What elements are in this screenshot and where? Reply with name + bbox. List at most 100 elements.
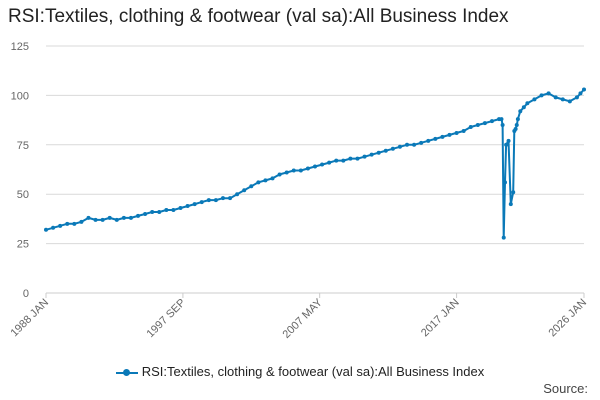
- data-point: [320, 162, 325, 167]
- data-point: [419, 140, 424, 145]
- data-point: [546, 91, 551, 96]
- x-tick-label: 2026 JAN: [546, 297, 589, 340]
- legend-swatch-icon: [115, 368, 138, 378]
- data-point: [383, 148, 388, 153]
- data-point: [93, 217, 98, 222]
- data-point: [305, 166, 310, 171]
- y-tick-label: 0: [23, 288, 29, 300]
- data-point: [341, 158, 346, 163]
- data-point: [433, 136, 438, 141]
- data-point: [65, 221, 70, 226]
- data-point: [256, 180, 261, 185]
- data-point: [277, 172, 282, 177]
- data-point: [136, 213, 141, 218]
- data-point: [228, 196, 233, 201]
- data-point: [525, 101, 530, 106]
- data-point: [468, 125, 473, 130]
- data-point: [426, 138, 431, 143]
- data-point: [447, 132, 452, 137]
- data-point: [482, 121, 487, 126]
- series-line: [45, 88, 585, 239]
- data-point: [100, 217, 105, 222]
- data-point: [121, 215, 126, 220]
- data-point: [157, 209, 162, 214]
- data-point: [440, 134, 445, 139]
- y-tick-label: 100: [11, 90, 29, 102]
- legend[interactable]: RSI:Textiles, clothing & footwear (val s…: [0, 364, 600, 379]
- data-point: [518, 109, 523, 114]
- data-point: [164, 208, 169, 213]
- y-tick-label: 50: [17, 189, 29, 201]
- data-point: [489, 119, 494, 124]
- data-point: [249, 184, 254, 189]
- data-point: [397, 144, 402, 149]
- data-point: [79, 219, 84, 224]
- data-point: [291, 168, 296, 173]
- data-point: [499, 117, 504, 122]
- data-point: [502, 180, 507, 185]
- data-point: [327, 160, 332, 165]
- chart-title: RSI:Textiles, clothing & footwear (val s…: [8, 6, 509, 27]
- data-point: [58, 223, 63, 228]
- y-tick-label: 125: [11, 41, 29, 53]
- data-point: [220, 196, 225, 201]
- data-point: [560, 97, 565, 102]
- data-point: [150, 209, 155, 214]
- data-point: [128, 215, 133, 220]
- data-point: [508, 202, 513, 207]
- data-point: [334, 158, 339, 163]
- legend-label: RSI:Textiles, clothing & footwear (val s…: [141, 364, 485, 379]
- data-point: [376, 150, 381, 155]
- data-point: [567, 99, 572, 104]
- data-point: [521, 105, 526, 110]
- data-point: [242, 188, 247, 193]
- data-point: [412, 142, 417, 147]
- data-point: [143, 211, 148, 216]
- data-point: [284, 170, 289, 175]
- data-point: [263, 178, 268, 183]
- x-tick-label: 2017 JAN: [419, 297, 462, 340]
- data-point: [72, 221, 77, 226]
- data-point: [44, 227, 48, 232]
- data-point: [206, 198, 211, 203]
- data-point: [213, 198, 218, 203]
- data-point: [515, 117, 520, 122]
- data-point: [500, 123, 505, 128]
- data-point: [86, 215, 91, 220]
- data-point: [298, 168, 303, 173]
- y-tick-label: 75: [17, 140, 29, 152]
- data-point: [107, 215, 112, 220]
- data-point: [405, 142, 410, 147]
- data-point: [192, 202, 197, 207]
- data-point: [199, 200, 204, 205]
- data-point: [362, 154, 367, 159]
- data-point: [185, 204, 190, 209]
- data-point: [313, 164, 317, 169]
- data-point: [235, 192, 240, 197]
- data-point: [355, 156, 360, 161]
- source-label: Source:: [543, 381, 588, 396]
- data-point: [501, 235, 506, 240]
- data-point: [390, 146, 395, 151]
- x-tick-label: 1988 JAN: [8, 297, 51, 340]
- data-point: [514, 123, 519, 128]
- data-point: [461, 128, 466, 133]
- data-point: [504, 142, 509, 147]
- data-point: [51, 225, 56, 230]
- data-point: [539, 93, 544, 98]
- data-point: [114, 217, 119, 222]
- y-tick-label: 25: [17, 239, 29, 251]
- data-point: [574, 95, 579, 100]
- data-point: [511, 190, 516, 195]
- data-point: [454, 130, 459, 135]
- data-point: [582, 87, 586, 92]
- data-point: [171, 208, 176, 213]
- data-point: [270, 176, 275, 181]
- x-tick-label: 2007 MAY: [281, 296, 326, 341]
- x-tick-label: 1997 SEP: [145, 297, 189, 341]
- data-point: [178, 206, 183, 211]
- data-point: [513, 126, 518, 131]
- data-point: [578, 91, 583, 96]
- data-point: [348, 156, 353, 161]
